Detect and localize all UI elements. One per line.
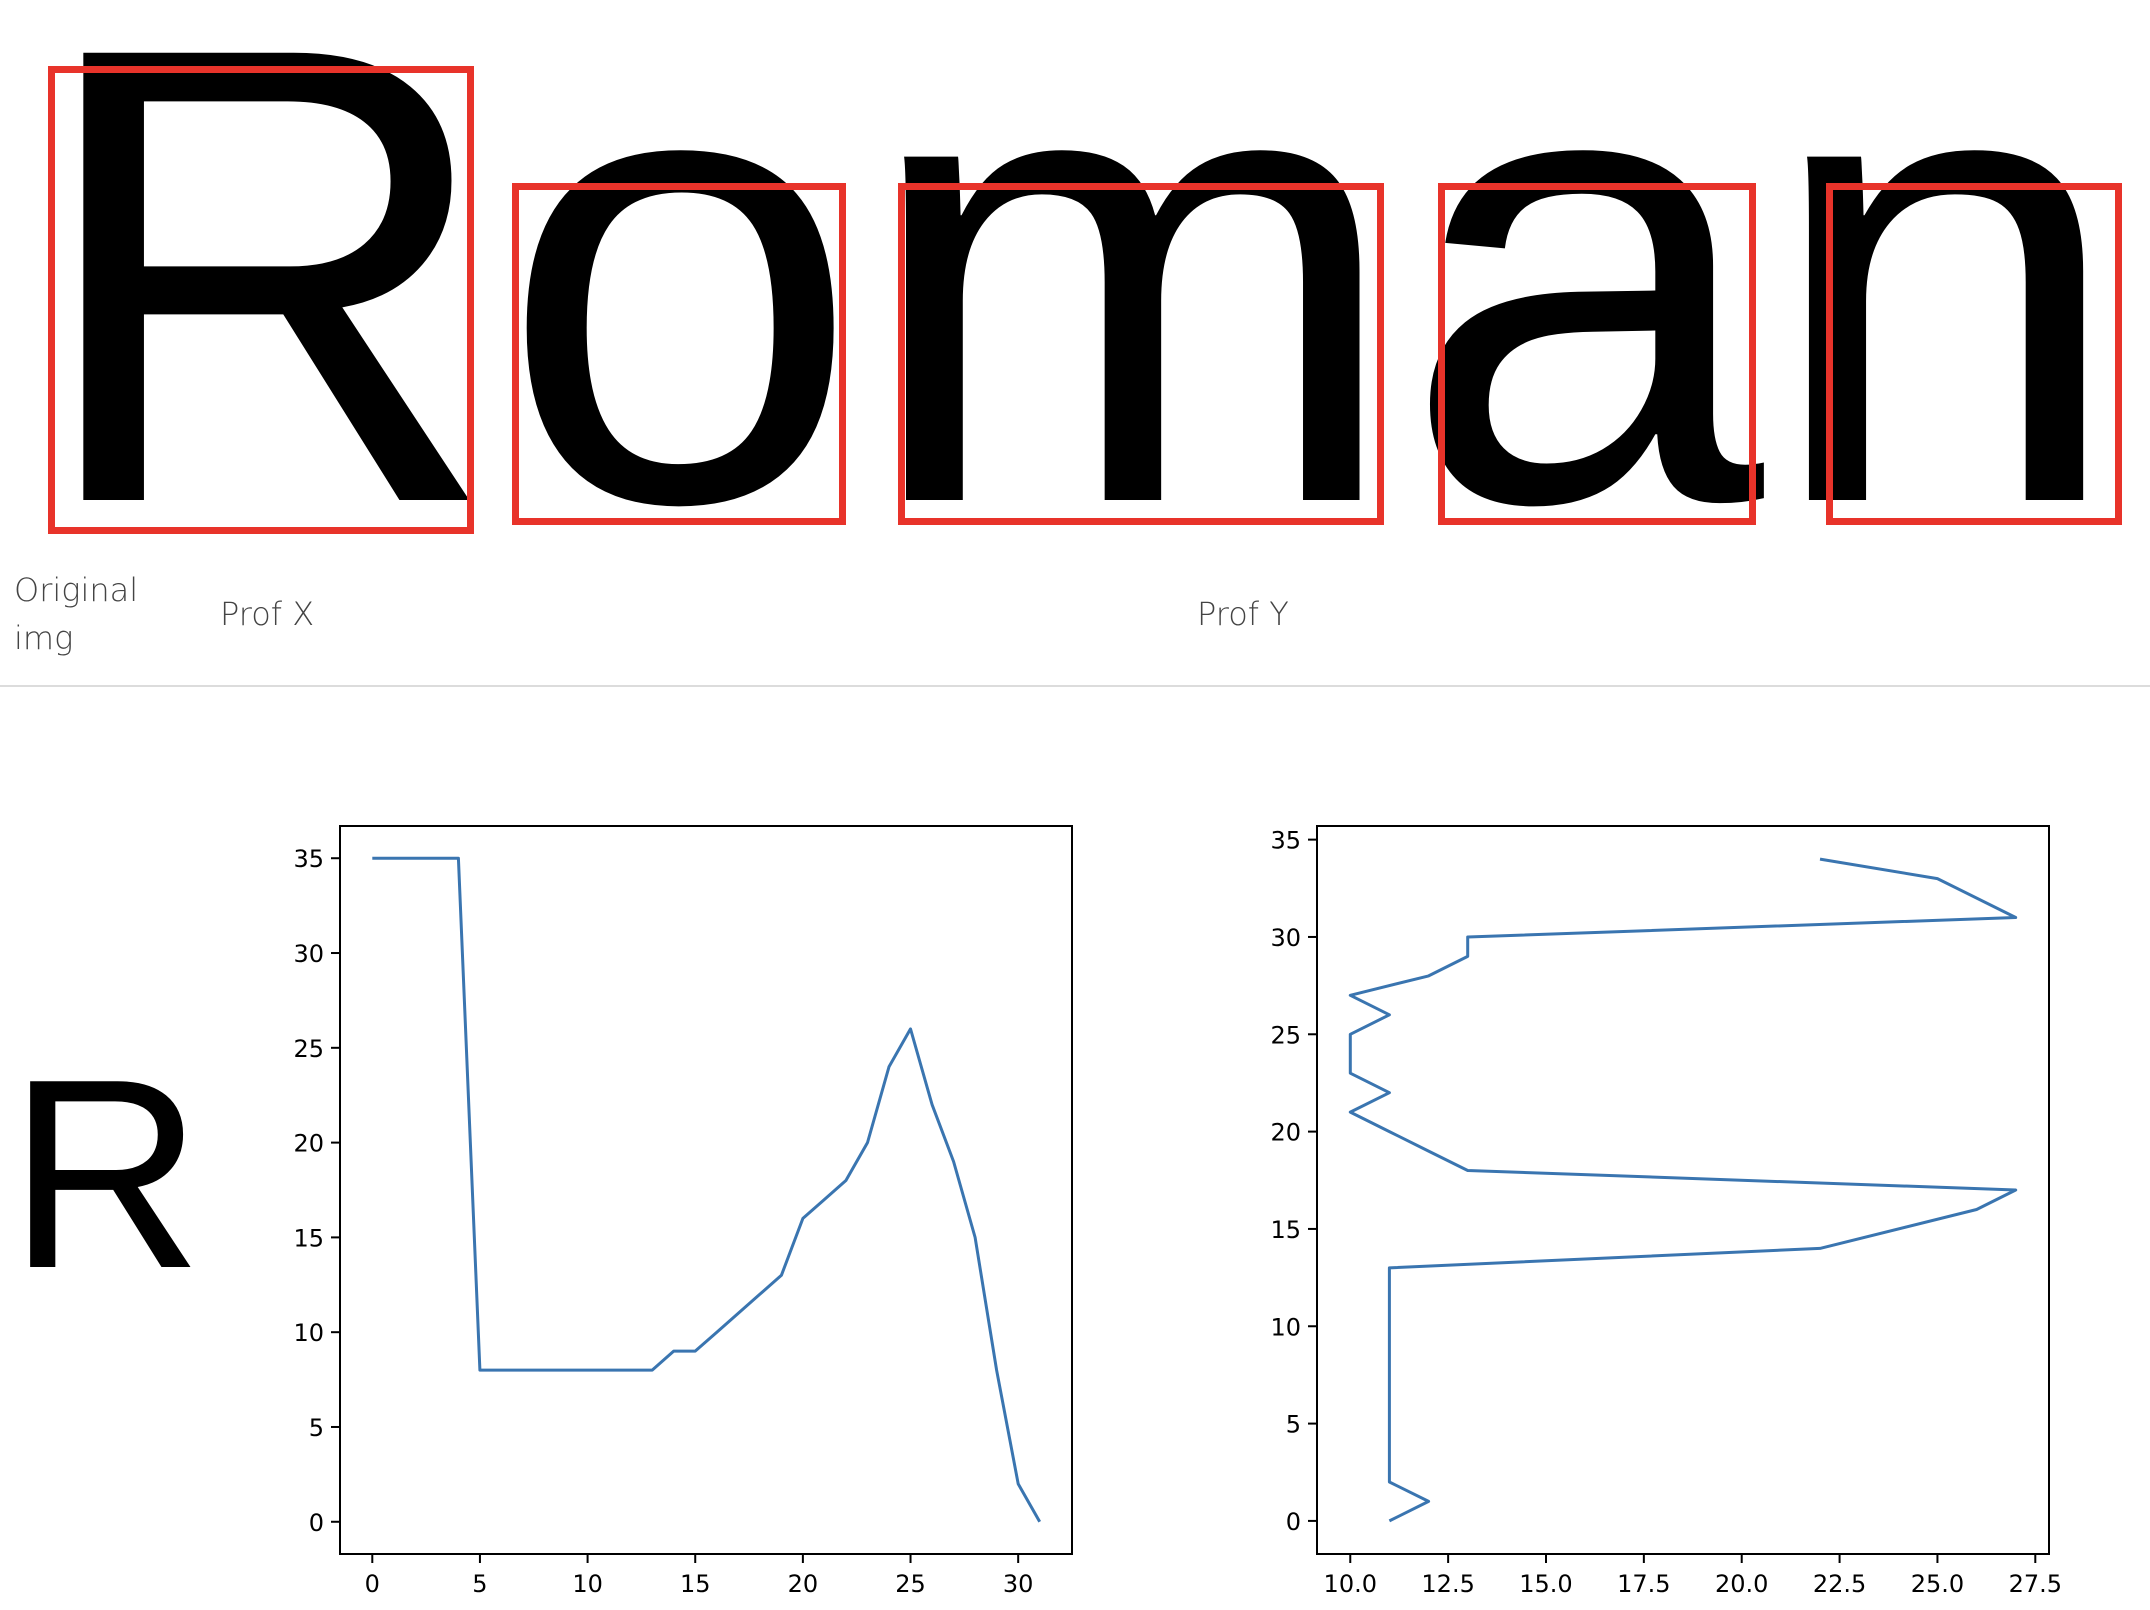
- prof_x-axes-frame: [339, 825, 1073, 1555]
- prof_x-xtick-label: 25: [895, 1570, 926, 1598]
- char-box-a: [1438, 183, 1756, 525]
- prof_y-xtick-label: 25.0: [1911, 1570, 1964, 1598]
- prof_y-xtick-label: 12.5: [1421, 1570, 1474, 1598]
- prof_x-xtick-label: 30: [1003, 1570, 1034, 1598]
- prof_y-ytick-label: 30: [1270, 924, 1301, 952]
- prof_y-xtick-label: 17.5: [1617, 1570, 1670, 1598]
- word-glyphs: Roman: [30, 0, 2126, 638]
- word-image: Roman: [0, 0, 2150, 600]
- char-box-n: [1826, 183, 2122, 525]
- prof_y-xtick-label: 22.5: [1813, 1570, 1866, 1598]
- prof_y-xtick-label: 20.0: [1715, 1570, 1768, 1598]
- char-box-m: [898, 183, 1384, 525]
- prof_y-xtick-label: 27.5: [2009, 1570, 2062, 1598]
- prof_x-ytick-label: 30: [293, 940, 324, 968]
- column-label-prof-y: Prof Y: [1197, 595, 1289, 633]
- prof_x-xtick-label: 10: [572, 1570, 603, 1598]
- prof_x-xtick-label: 5: [472, 1570, 487, 1598]
- prof_x-ytick-label: 5: [309, 1414, 324, 1442]
- original-glyph-image: R: [8, 1024, 203, 1325]
- table-divider: [0, 685, 2150, 687]
- prof_y-ytick-label: 35: [1270, 827, 1301, 855]
- prof_x-ytick-label: 10: [293, 1319, 324, 1347]
- prof_x-xtick-label: 0: [365, 1570, 380, 1598]
- char-box-r: [48, 66, 474, 534]
- prof_x-ytick-label: 35: [293, 845, 324, 873]
- prof_y-ytick-label: 5: [1286, 1411, 1301, 1439]
- prof_y-ytick-label: 20: [1270, 1119, 1301, 1147]
- prof_x-ytick-label: 15: [293, 1224, 324, 1252]
- prof_x-ytick-label: 0: [309, 1509, 324, 1537]
- prof_y-ytick-label: 15: [1270, 1216, 1301, 1244]
- prof_y-xtick-label: 15.0: [1519, 1570, 1572, 1598]
- char-box-o: [512, 183, 846, 525]
- prof_x-ytick-label: 25: [293, 1035, 324, 1063]
- prof_y-series-line: [1348, 857, 2018, 1523]
- prof_y-ytick-label: 10: [1270, 1313, 1301, 1341]
- prof_x-xtick-label: 15: [680, 1570, 711, 1598]
- column-label-prof-x: Prof X: [220, 595, 315, 633]
- prof_x-ytick-label: 20: [293, 1130, 324, 1158]
- prof_x-xtick-label: 20: [788, 1570, 819, 1598]
- prof_y-ytick-label: 0: [1286, 1508, 1301, 1536]
- prof_y-xtick-label: 10.0: [1324, 1570, 1377, 1598]
- prof_y-axes-frame: [1316, 825, 2050, 1555]
- prof_x-series-line: [372, 856, 1042, 1523]
- column-label-original: Original img: [14, 571, 139, 657]
- prof_y-ytick-label: 25: [1270, 1021, 1301, 1049]
